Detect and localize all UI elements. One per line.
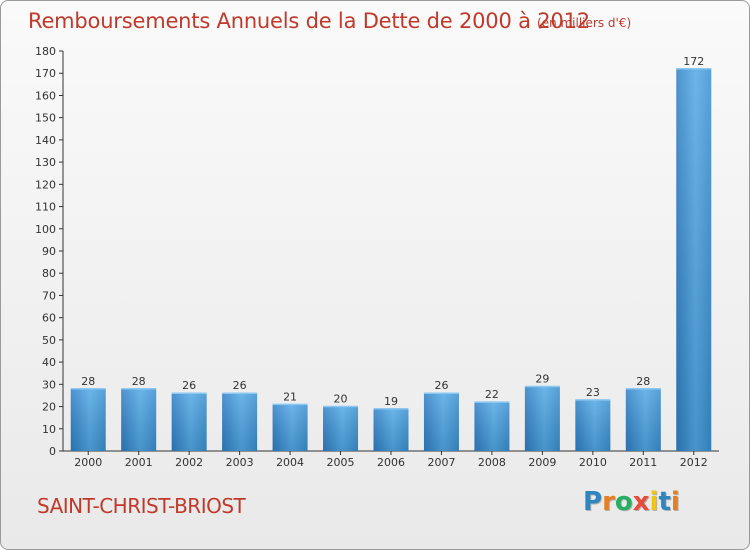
logo-letter: i [670, 487, 680, 517]
bar-group [323, 405, 359, 451]
bar-value-label: 28 [636, 375, 650, 388]
axes: 0 10 20 30 40 50 60 70 80 90 100 110 120 130 140 150 160… [35, 45, 719, 458]
y-tick-label: 60 [42, 312, 56, 325]
bar-shade [373, 408, 409, 451]
y-tick-label: 40 [42, 356, 56, 369]
logo-letter: P [583, 487, 603, 517]
y-tick-label: 180 [35, 45, 56, 58]
x-tick-label: 2006 [377, 456, 405, 469]
labels: 28 2000 28 2001 26 2002 26 2003 21 2004 20 2005 19 20… [74, 55, 708, 469]
bar-value-label: 22 [485, 388, 499, 401]
y-tick-label: 0 [49, 445, 56, 458]
x-tick-label: 2003 [226, 456, 254, 469]
bar-shade [423, 393, 459, 451]
bar-value-label: 28 [81, 375, 95, 388]
bar-group [373, 408, 409, 451]
bar-group [625, 388, 661, 451]
bar-shade [323, 406, 359, 451]
bar-shade [575, 399, 611, 451]
bar-value-label: 20 [334, 393, 348, 406]
x-tick-label: 2002 [175, 456, 203, 469]
bar-group [70, 388, 106, 451]
bar-group [171, 392, 207, 451]
y-tick-label: 120 [35, 178, 56, 191]
y-tick-label: 140 [35, 134, 56, 147]
bar-value-label: 26 [233, 379, 247, 392]
bar-group [222, 392, 258, 451]
y-tick-label: 80 [42, 267, 56, 280]
y-tick-label: 10 [42, 423, 56, 436]
bar-value-label: 26 [182, 379, 196, 392]
x-tick-label: 2012 [680, 456, 708, 469]
bar-value-label: 19 [384, 395, 398, 408]
logo-letter: o [614, 487, 633, 517]
y-tick-label: 160 [35, 89, 56, 102]
x-tick-label: 2004 [276, 456, 304, 469]
y-tick-label: 170 [35, 67, 56, 80]
bar-group [474, 401, 510, 451]
bar-shade [171, 393, 207, 451]
y-tick-label: 20 [42, 401, 56, 414]
bar-value-label: 28 [132, 375, 146, 388]
bar-group [575, 399, 611, 451]
bar-value-label: 23 [586, 386, 600, 399]
bar-shade [676, 68, 712, 452]
chart-title: Remboursements Annuels de la Dette de 20… [28, 9, 590, 33]
bar-value-label: 21 [283, 390, 297, 403]
logo-letter: i [649, 487, 659, 517]
y-tick-label: 100 [35, 223, 56, 236]
bar-group [272, 403, 308, 451]
proxiti-logo[interactable]: Proxiti [583, 487, 680, 517]
bar-group [676, 68, 712, 452]
y-tick-label: 90 [42, 245, 56, 258]
y-tick-label: 150 [35, 112, 56, 125]
y-tick-label: 130 [35, 156, 56, 169]
x-tick-label: 2010 [579, 456, 607, 469]
bar-group [121, 388, 157, 451]
x-tick-label: 2007 [427, 456, 455, 469]
logo-letter: t [658, 487, 671, 517]
y-tick-label: 50 [42, 334, 56, 347]
bar-shade [121, 388, 157, 451]
bar-shade [70, 388, 106, 451]
bar-group [524, 385, 560, 451]
bar-value-label: 172 [683, 55, 704, 68]
bar-shade [222, 393, 258, 451]
bars [70, 68, 712, 452]
bar-value-label: 29 [535, 373, 549, 386]
logo-letter: r [602, 487, 615, 517]
x-tick-label: 2008 [478, 456, 506, 469]
x-tick-label: 2011 [629, 456, 657, 469]
bar-value-label: 26 [434, 379, 448, 392]
y-tick-label: 110 [35, 201, 56, 214]
x-tick-label: 2005 [327, 456, 355, 469]
bar-shade [625, 388, 661, 451]
logo-letter: x [632, 487, 650, 517]
x-tick-label: 2000 [74, 456, 102, 469]
x-tick-label: 2001 [125, 456, 153, 469]
commune-name: SAINT-CHRIST-BRIOST [37, 494, 246, 518]
y-tick-label: 70 [42, 289, 56, 302]
unit-note: (en milliers d'€) [537, 16, 632, 30]
bar-shade [524, 386, 560, 451]
y-tick-label: 30 [42, 378, 56, 391]
x-tick-label: 2009 [528, 456, 556, 469]
bar-group [423, 392, 459, 451]
bar-shade [474, 402, 510, 451]
bar-shade [272, 404, 308, 451]
